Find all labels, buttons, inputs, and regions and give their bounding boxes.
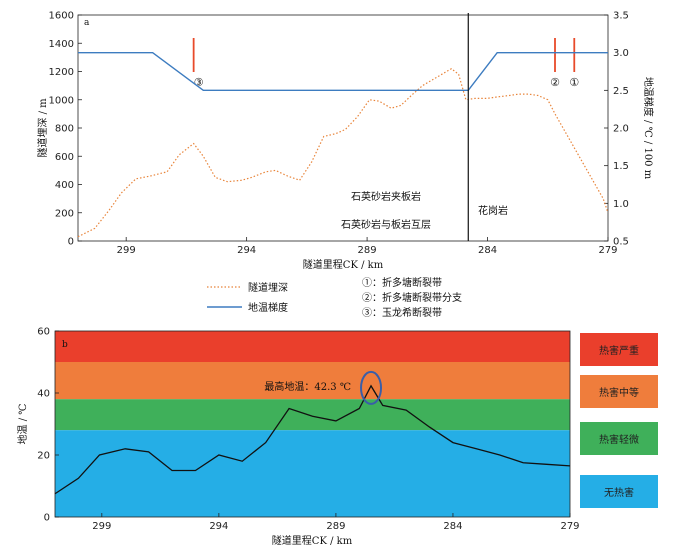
- legend-label-depth: 隧道埋深: [248, 281, 288, 294]
- hazard-badge: [580, 422, 658, 455]
- panel-a-xtick-label: 279: [598, 245, 617, 256]
- panel-b-ylabel: 地温 / ℃: [16, 404, 29, 445]
- panel-a-letter: a: [84, 18, 90, 28]
- hazard-badge: [580, 375, 658, 408]
- panel-a-ylabel: 隧道埋深 / m: [36, 98, 49, 158]
- panel-a-frame: [77, 14, 609, 242]
- panel-a-y2tick-label: 3.0: [613, 48, 629, 59]
- panel-a-y2tick-label: 2.5: [613, 86, 629, 97]
- panel-a-ytick-label: 400: [55, 180, 74, 191]
- panel-b-ytick-label: 60: [37, 327, 50, 338]
- max-temperature-label: 最高地温：42.3 ℃: [264, 380, 351, 393]
- annotation-rock-1: 石英砂岩夹板岩: [351, 190, 421, 203]
- hazard-badge-label: 无热害: [604, 486, 634, 499]
- panel-b-ytick-label: 40: [37, 389, 50, 400]
- fault-legend-3: ③：玉龙希断裂带: [362, 306, 442, 319]
- hazard-band: [55, 331, 570, 362]
- panel-b-ytick-label: 0: [44, 513, 50, 524]
- panel-b: b 299 294 289 284 279 0 20 40 60 最高地温：42.3 ℃ 地温…: [16, 327, 580, 548]
- panel-a-xtick-label: 299: [117, 245, 136, 256]
- panel-a-y2tick-label: 1.0: [613, 199, 629, 210]
- panel-b-xtick-label: 299: [92, 521, 111, 532]
- panel-a-ytick-label: 0: [68, 237, 74, 248]
- fault-line-label: ①: [569, 76, 579, 89]
- hazard-badge: [580, 475, 658, 508]
- fault-legend-2: ②：折多塘断裂带分支: [362, 291, 462, 304]
- fault-line-label: ③: [194, 76, 204, 89]
- panel-b-frame: [54, 330, 571, 518]
- panel-a-xtick-label: 284: [478, 245, 497, 256]
- series-ground-temperature: [54, 384, 571, 495]
- hazard-badge-label: 热害严重: [599, 344, 639, 357]
- panel-a-y2tick-label: 1.5: [613, 161, 629, 172]
- hazard-band: [55, 430, 570, 517]
- hazard-badge-label: 热害轻微: [599, 433, 639, 446]
- panel-a-xtick-label: 289: [358, 245, 377, 256]
- panel-a-y2tick-label: 3.5: [613, 11, 629, 22]
- panel-b-letter: b: [62, 340, 68, 350]
- panel-b-xlabel: 隧道里程CK / km: [272, 534, 353, 547]
- panel-b-xtick-label: 284: [443, 521, 462, 532]
- panel-a-ytick-label: 1600: [49, 11, 74, 22]
- legend: 隧道埋深 地温梯度 ①：折多塘断裂带 ②：折多塘断裂带分支 ③：玉龙希断裂带: [207, 276, 462, 319]
- panel-a-ytick-label: 1200: [49, 67, 74, 78]
- panel-b-xtick-label: 289: [326, 521, 345, 532]
- panel-a-ytick-label: 200: [55, 208, 74, 219]
- panel-a: a 299 294 289 284 279 0 200 400 600 800 1000 1200 1…: [36, 11, 655, 272]
- fault-line-label: ②: [550, 76, 560, 89]
- panel-b-xtick-label: 279: [560, 521, 579, 532]
- fault-legend-1: ①：折多塘断裂带: [362, 276, 442, 289]
- series-tunnel-depth: [77, 67, 609, 238]
- annotation-rock-2: 石英砂岩与板岩互层: [341, 218, 431, 231]
- panel-a-y2tick-label: 2.0: [613, 124, 629, 135]
- annotation-rock-3: 花岗岩: [478, 204, 508, 217]
- legend-label-gradient: 地温梯度: [248, 301, 288, 314]
- max-temperature-ring: [360, 370, 383, 405]
- panel-a-ytick-label: 1400: [49, 39, 74, 50]
- series-geothermal-gradient: [78, 51, 608, 92]
- hazard-badge-label: 热害中等: [599, 386, 639, 399]
- panel-a-ytick-label: 800: [55, 124, 74, 135]
- panel-a-y2label: 地温梯度 / ℃ / 100 m: [642, 77, 655, 180]
- hazard-band: [55, 399, 570, 431]
- panel-b-xtick-label: 294: [209, 521, 228, 532]
- hazard-badge: [580, 333, 658, 366]
- panel-a-ytick-label: 1000: [49, 95, 74, 106]
- panel-a-y2tick-label: 0.5: [613, 237, 629, 248]
- panel-b-ytick-label: 20: [37, 451, 50, 462]
- panel-a-xtick-label: 294: [237, 245, 256, 256]
- panel-a-xlabel: 隧道里程CK / km: [303, 258, 384, 271]
- panel-a-ytick-label: 600: [55, 152, 74, 163]
- hazard-band: [55, 362, 570, 400]
